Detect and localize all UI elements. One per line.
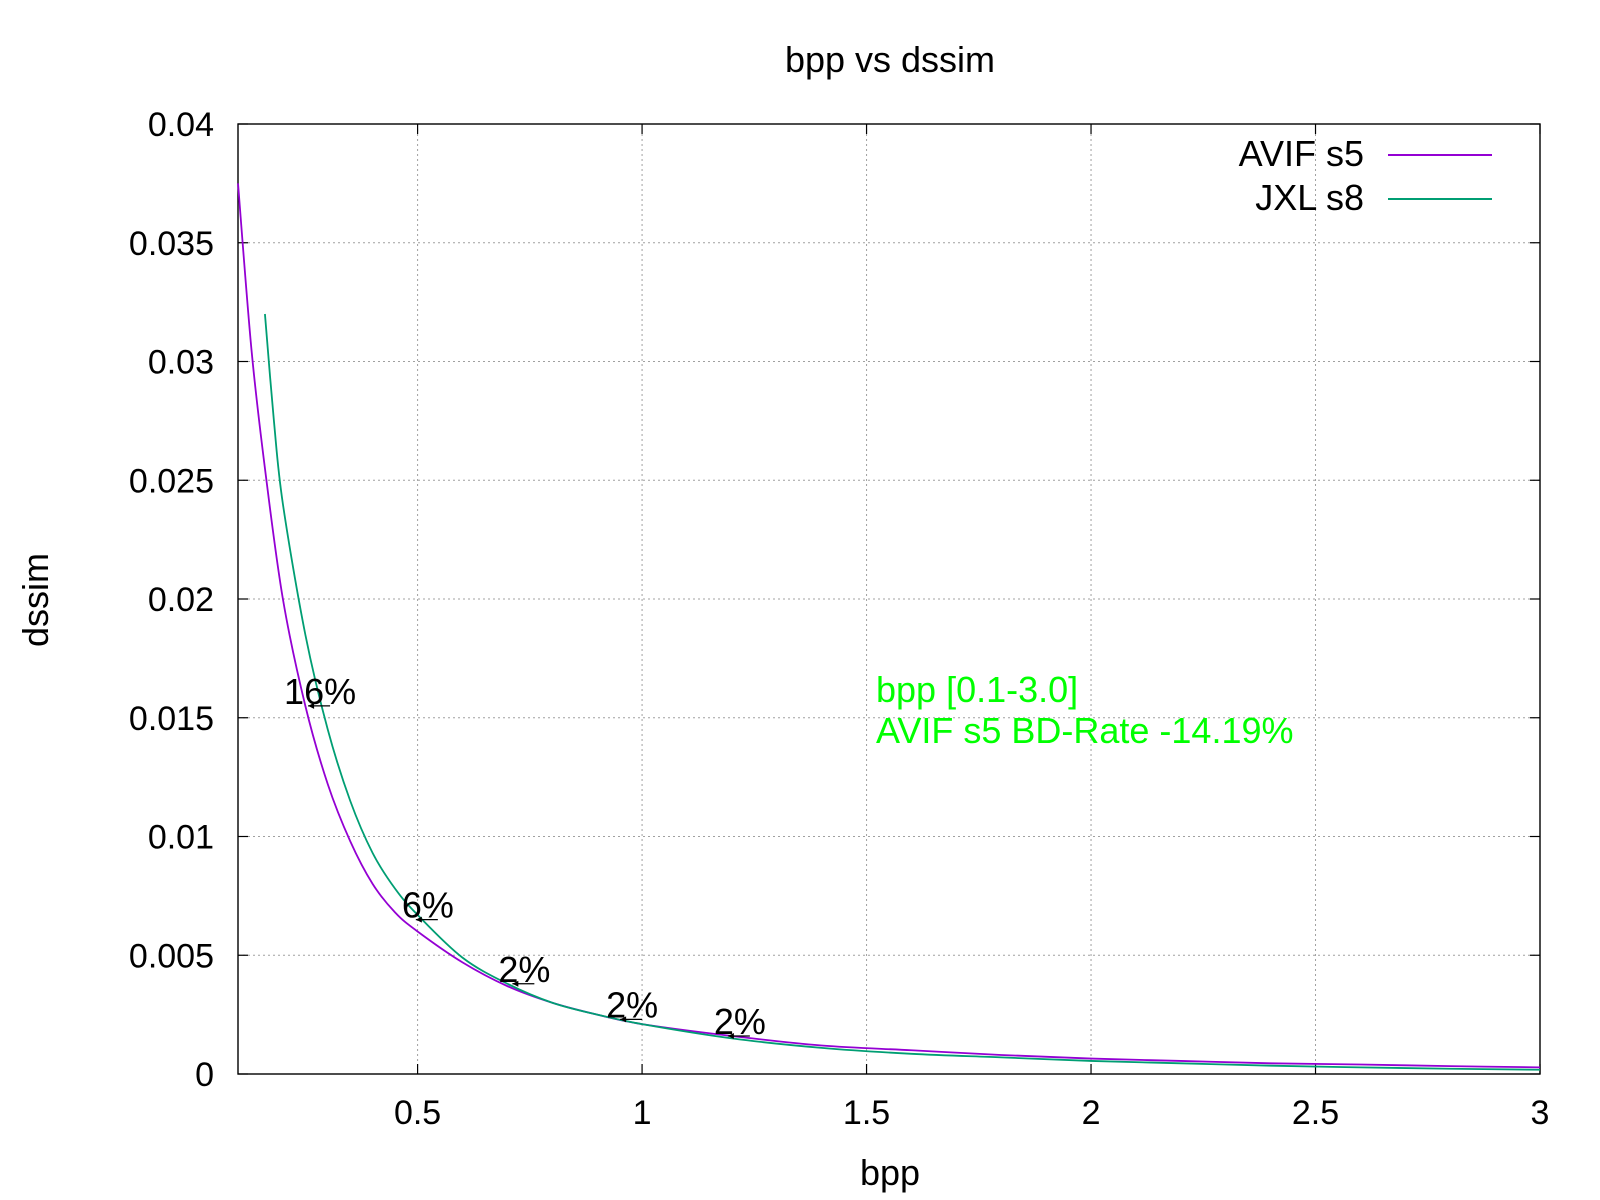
series-line-avif-s5: [237, 183, 1541, 1069]
x-tick-label: 3: [1531, 1094, 1550, 1132]
x-tick-label: 2: [1082, 1094, 1101, 1132]
y-tick-label: 0.025: [129, 462, 214, 500]
y-tick-label: 0: [195, 1056, 214, 1094]
y-tick-label: 0.035: [129, 225, 214, 263]
y-axis-label: dssim: [15, 553, 56, 647]
annotation-arrowhead: [620, 1016, 627, 1023]
chart-title: bpp vs dssim: [785, 39, 995, 80]
bd-rate-annotation: 2%: [714, 1001, 766, 1042]
bd-rate-range: bpp [0.1-3.0]: [876, 669, 1078, 710]
y-tick-label: 0.04: [148, 106, 214, 144]
y-tick-label: 0.005: [129, 937, 214, 975]
y-tick-label: 0.02: [148, 581, 214, 619]
tick-layer: 0.5 1 1.5 2 2.5 3 0 0.005 0.01 0.015 0.02 0.025 0.03…: [129, 106, 1550, 1132]
bd-rate-annotation: 2%: [606, 984, 658, 1025]
legend: AVIF s5 JXL s8: [1239, 133, 1492, 218]
legend-label-jxl: JXL s8: [1255, 177, 1364, 218]
x-tick-label: 0.5: [394, 1094, 441, 1132]
annotation-arrowhead: [415, 916, 422, 923]
y-tick-label: 0.01: [148, 819, 214, 857]
series-layer: [237, 183, 1541, 1071]
series-line-jxl-s8: [264, 313, 1541, 1071]
x-tick-label: 1: [633, 1094, 652, 1132]
x-axis-label: bpp: [860, 1152, 920, 1193]
annotation-arrowhead: [308, 702, 315, 709]
grid-layer: [238, 124, 1541, 1074]
annotation-layer: 16% 6% 2% 2% 2%: [284, 671, 766, 1042]
annotation-arrowhead: [512, 980, 519, 987]
bd-rate-value: AVIF s5 BD-Rate -14.19%: [876, 710, 1294, 751]
x-tick-label: 1.5: [843, 1094, 890, 1132]
legend-label-avif: AVIF s5: [1239, 133, 1364, 174]
y-tick-label: 0.015: [129, 700, 214, 738]
bd-rate-annotation: 6%: [402, 885, 454, 926]
bd-rate-annotation: 16%: [284, 671, 356, 712]
x-tick-label: 2.5: [1292, 1094, 1339, 1132]
annotation-arrowhead: [727, 1033, 734, 1039]
y-tick-label: 0.03: [148, 344, 214, 382]
bd-rate-annotation: 2%: [498, 949, 550, 990]
